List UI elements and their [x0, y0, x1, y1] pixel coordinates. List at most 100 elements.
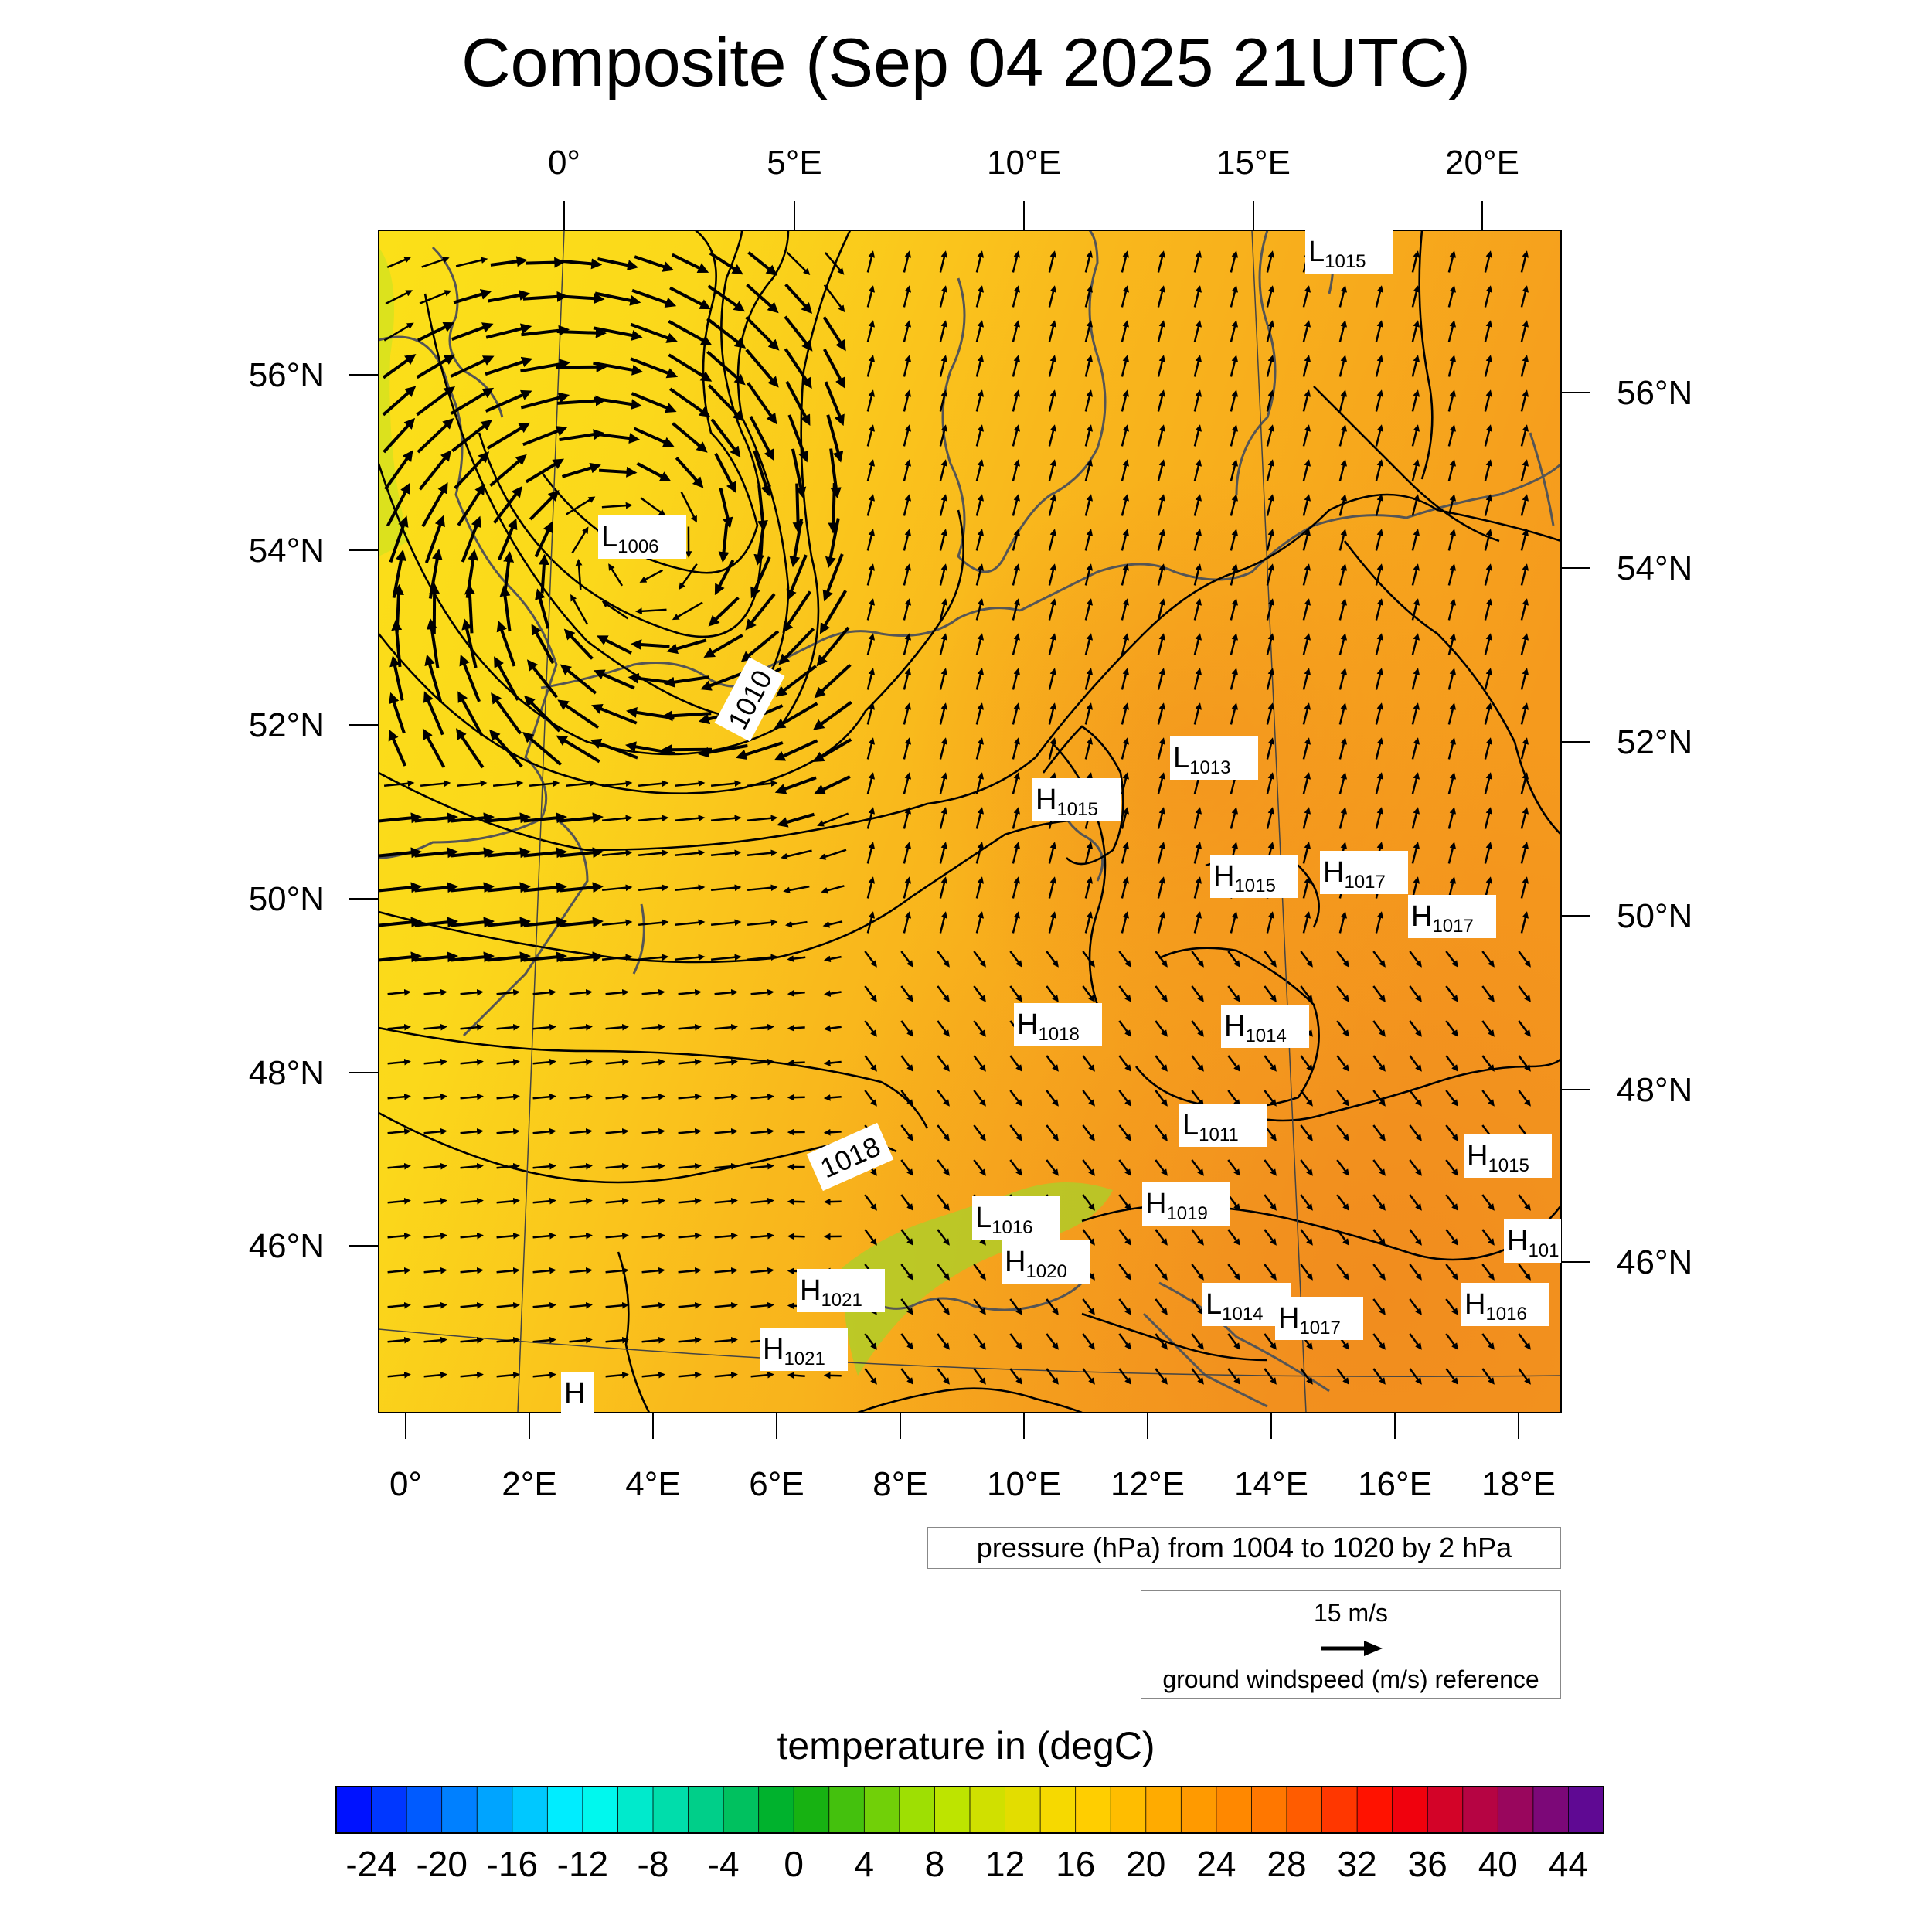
wind-arrow [460, 1301, 484, 1309]
wind-arrow [975, 389, 985, 412]
wind-arrow [1118, 1159, 1131, 1176]
wind-arrow [1009, 1159, 1022, 1176]
wind-arrow [1084, 459, 1094, 481]
wind-arrow [1082, 1159, 1095, 1176]
wind-arrow [1409, 1298, 1422, 1315]
left-lat-label: 56°N [249, 356, 325, 394]
wind-arrow [1082, 1124, 1095, 1141]
wind-arrow [414, 951, 458, 963]
wind-arrow [1447, 737, 1457, 760]
wind-arrow [1118, 1264, 1131, 1281]
wind-arrow [1338, 424, 1348, 447]
wind-arrow [451, 951, 495, 963]
wind-arrow [1230, 702, 1239, 725]
wind-arrow [864, 1194, 877, 1211]
wind-arrow [1409, 1124, 1422, 1141]
wind-arrow [714, 988, 738, 996]
wind-arrow [1155, 1020, 1168, 1037]
wind-arrow [386, 482, 410, 527]
wind-arrow [973, 1333, 986, 1350]
wind-arrow [1082, 1229, 1095, 1246]
wind-arrow [1118, 1020, 1131, 1037]
wind-arrow [1300, 1194, 1313, 1211]
wind-arrow [939, 702, 948, 725]
wind-arrow [423, 988, 447, 996]
wind-arrow [1411, 529, 1420, 551]
wind-arrow [1302, 494, 1311, 516]
wind-arrow [1230, 598, 1239, 621]
wind-arrow [1230, 911, 1239, 934]
wind-arrow [634, 255, 675, 272]
wind-arrow [460, 1336, 484, 1344]
wind-arrow [706, 317, 747, 349]
wind-arrow [666, 638, 707, 655]
colorbar-bin [1427, 1786, 1464, 1834]
wind-arrow [423, 1162, 447, 1170]
wind-arrow [605, 1232, 629, 1240]
wind-arrow [424, 654, 443, 702]
colorbar-bin [1251, 1786, 1287, 1834]
wind-arrow [1484, 494, 1493, 516]
wind-arrow [421, 482, 448, 527]
wind-arrow [1048, 459, 1057, 481]
wind-arrow [975, 355, 985, 377]
wind-arrow [1118, 1194, 1131, 1211]
low-pressure-center: L1016 [972, 1196, 1060, 1240]
colorbar-tick-label: 12 [985, 1844, 1025, 1884]
wind-arrow [417, 418, 454, 454]
wind-arrow [1445, 1124, 1458, 1141]
wind-arrow [1193, 320, 1202, 342]
wind-reference-legend: 15 m/s ground windspeed (m/s) reference [1141, 1590, 1561, 1699]
wind-arrow [787, 990, 805, 997]
wind-arrow [1191, 1368, 1204, 1385]
colorbar-bin [688, 1786, 725, 1834]
wind-arrow [973, 1368, 986, 1385]
wind-reference-description: ground windspeed (m/s) reference [1162, 1665, 1539, 1693]
wind-arrow [1046, 1298, 1059, 1315]
wind-arrow [1481, 1229, 1495, 1246]
wind-arrow [496, 1058, 520, 1066]
wind-arrow [385, 290, 413, 305]
wind-arrow [423, 1232, 447, 1240]
wind-arrow [1191, 985, 1204, 1002]
wind-arrow [750, 1093, 774, 1100]
wind-arrow [745, 315, 780, 351]
wind-arrow [903, 598, 912, 621]
wind-arrow [1121, 842, 1130, 864]
wind-arrow [1481, 1055, 1495, 1072]
bottom-lon-label: 6°E [749, 1465, 804, 1503]
high-pressure-center: H1020 [1002, 1240, 1090, 1284]
wind-arrow [1046, 1090, 1059, 1107]
top-lon-label: 5°E [767, 144, 821, 182]
wind-arrow [747, 382, 777, 425]
wind-arrow [1484, 250, 1493, 273]
wind-arrow [1520, 285, 1529, 308]
wind-arrow [1157, 389, 1166, 412]
wind-arrow [1520, 389, 1529, 412]
wind-arrow [1157, 702, 1166, 725]
wind-arrow [975, 807, 985, 829]
wind-arrow [1484, 459, 1493, 481]
wind-arrow [714, 559, 735, 596]
wind-arrow [496, 1197, 520, 1205]
wind-arrow [1409, 1264, 1422, 1281]
wind-arrow [1121, 494, 1130, 516]
wind-arrow [937, 1159, 950, 1176]
wind-arrow [1409, 951, 1422, 968]
wind-arrow [671, 253, 709, 273]
wind-arrow [1118, 1090, 1131, 1107]
wind-arrow [939, 494, 948, 516]
wind-arrow [866, 807, 876, 829]
wind-arrow [496, 1336, 520, 1344]
wind-arrow [1338, 598, 1348, 621]
wind-arrow [1338, 772, 1348, 794]
wind-arrow [605, 1093, 629, 1100]
wind-arrow [496, 1162, 520, 1170]
wind-arrow [1193, 563, 1202, 586]
wind-arrow [1520, 702, 1529, 725]
wind-arrow [1012, 285, 1021, 308]
wind-arrow [1411, 320, 1420, 342]
wind-arrow [1300, 1229, 1313, 1246]
wind-arrow [1157, 320, 1166, 342]
wind-arrow [824, 381, 845, 427]
